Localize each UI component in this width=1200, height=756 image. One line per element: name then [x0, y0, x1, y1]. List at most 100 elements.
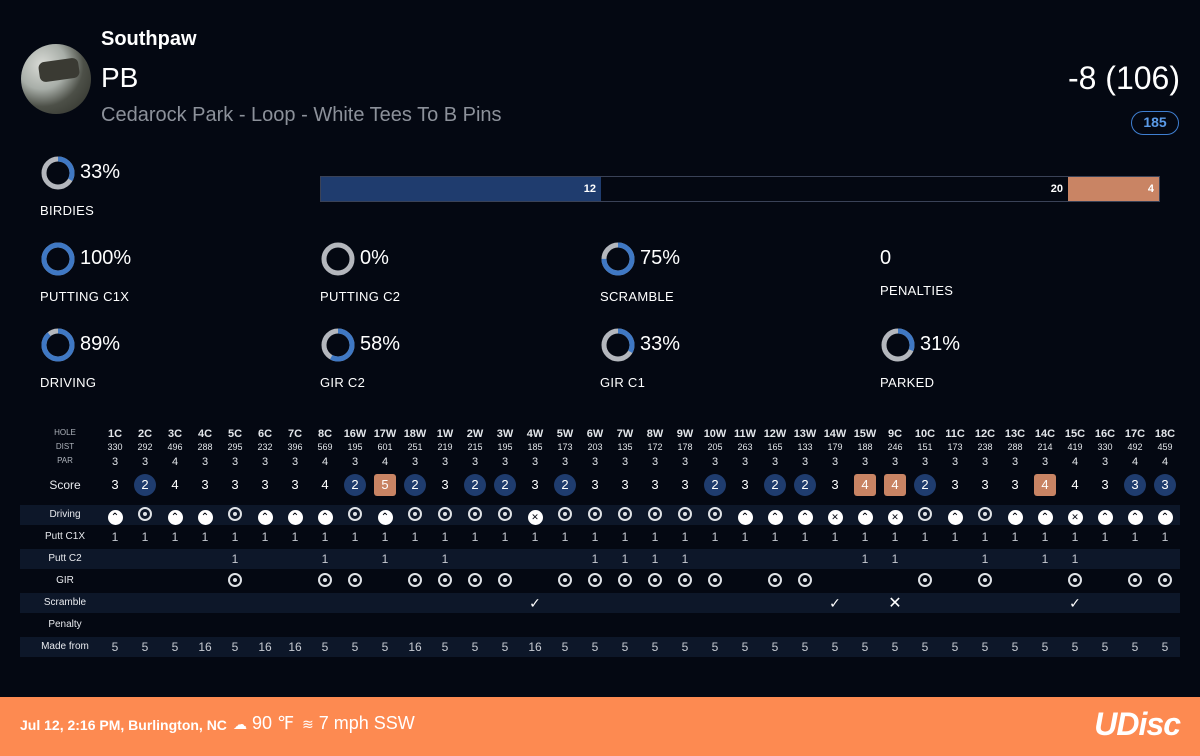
holes-cell[interactable]: 17C [1124, 428, 1146, 440]
par-cell: 4 [1071, 456, 1079, 468]
score-cell[interactable]: 3 [220, 474, 250, 496]
holes-cell[interactable]: 6C [257, 428, 273, 440]
holes-cell[interactable]: 3W [496, 428, 514, 440]
holes-cell[interactable]: 14C [1034, 428, 1056, 440]
holes-cell[interactable]: 11W [733, 428, 756, 440]
holes-cell[interactable]: 9C [887, 428, 903, 440]
score-cell[interactable]: 3 [1150, 474, 1180, 496]
target-icon [438, 573, 452, 587]
holes-cell[interactable]: 18W [403, 428, 427, 440]
holes-cell[interactable]: 10C [914, 428, 936, 440]
score-cell[interactable]: 5 [370, 474, 400, 496]
holes-cell[interactable]: 2W [466, 428, 484, 440]
score-cell[interactable]: 3 [730, 474, 760, 496]
fairway-up-icon: ⌃ [257, 510, 273, 525]
score-cell[interactable]: 3 [670, 474, 700, 496]
holes-cell[interactable]: 9W [676, 428, 694, 440]
score-cell[interactable]: 3 [280, 474, 310, 496]
score-cell[interactable]: 3 [820, 474, 850, 496]
score-cell[interactable]: 4 [1030, 474, 1060, 496]
holes-cell[interactable]: 16W [343, 428, 367, 440]
holes-cell[interactable]: 1C [107, 428, 123, 440]
score-cell[interactable]: 2 [550, 474, 580, 496]
holes-cell[interactable]: 15C [1064, 428, 1086, 440]
score-cell[interactable]: 3 [640, 474, 670, 496]
player-avatar[interactable] [21, 44, 91, 114]
score-cell[interactable]: 2 [790, 474, 820, 496]
score-cell[interactable]: 2 [460, 474, 490, 496]
score-value: 3 [1124, 474, 1146, 496]
score-cell[interactable]: 2 [400, 474, 430, 496]
holes-cell[interactable]: 15W [853, 428, 877, 440]
holes-cell[interactable]: 8C [317, 428, 333, 440]
score-cell[interactable]: 2 [910, 474, 940, 496]
holes-cell[interactable]: 4W [526, 428, 544, 440]
putt-c1x-cell: 1 [801, 530, 809, 544]
driving-cell: ✕ [820, 507, 850, 525]
holes-cell[interactable]: 13C [1004, 428, 1026, 440]
score-cell[interactable]: 2 [760, 474, 790, 496]
holes-cell[interactable]: 4C [197, 428, 213, 440]
gir-cell [910, 573, 940, 592]
udisc-logo[interactable]: UDisc [1094, 706, 1181, 742]
score-cell[interactable]: 3 [520, 474, 550, 496]
fairway-up-icon: ⌃ [1157, 510, 1173, 525]
dist-cell: 295 [227, 442, 243, 452]
holes-cell[interactable]: 5W [556, 428, 574, 440]
gir-cell [1150, 573, 1180, 592]
score-cell[interactable]: 3 [610, 474, 640, 496]
holes-cell[interactable]: 11C [945, 428, 965, 440]
par-cell: 3 [441, 456, 449, 468]
holes-cell[interactable]: 13W [793, 428, 817, 440]
holes-cell[interactable]: 18C [1154, 428, 1176, 440]
driving-cell [460, 507, 490, 526]
score-cell[interactable]: 3 [1000, 474, 1030, 496]
holes-cell[interactable]: 1W [436, 428, 454, 440]
holes-cell[interactable]: 7C [287, 428, 303, 440]
holes-cell[interactable]: 14W [823, 428, 847, 440]
course-name[interactable]: Cedarock Park - Loop - White Tees To B P… [101, 104, 502, 126]
par-cell: 3 [681, 456, 689, 468]
holes-cell[interactable]: 12W [763, 428, 787, 440]
score-cell[interactable]: 3 [940, 474, 970, 496]
holes-cell[interactable]: 5C [227, 428, 243, 440]
score-cell[interactable]: 3 [1120, 474, 1150, 496]
holes-cell[interactable]: 2C [137, 428, 153, 440]
putt-c1x-cell: 1 [321, 530, 329, 544]
putting-c1x-pct: 100% [80, 247, 132, 269]
score-cell[interactable]: 3 [190, 474, 220, 496]
round-rating-badge[interactable]: 185 [1131, 111, 1179, 135]
holes-cell[interactable]: 12C [974, 428, 996, 440]
target-icon [408, 507, 422, 521]
score-cell[interactable]: 3 [1090, 474, 1120, 496]
score-cell[interactable]: 4 [1060, 474, 1090, 496]
holes-cell[interactable]: 8W [646, 428, 664, 440]
player-name[interactable]: Southpaw [101, 28, 197, 50]
driving-cell [340, 507, 370, 526]
holes-cell[interactable]: 10W [703, 428, 727, 440]
score-cell[interactable]: 2 [130, 474, 160, 496]
score-cell[interactable]: 2 [340, 474, 370, 496]
scramble-row: Scramble ✓ ✓ ✕ ✓ [20, 593, 1180, 613]
score-cell[interactable]: 4 [160, 474, 190, 496]
score-value: 2 [794, 474, 816, 496]
score-cell[interactable]: 4 [310, 474, 340, 496]
holes-cell[interactable]: 6W [586, 428, 604, 440]
score-cell[interactable]: 2 [490, 474, 520, 496]
holes-cell[interactable]: 17W [373, 428, 397, 440]
birdie-segment: 12 [321, 177, 601, 201]
score-cell[interactable]: 4 [850, 474, 880, 496]
driving-cell: ✕ [520, 507, 550, 525]
score-cell[interactable]: 3 [100, 474, 130, 496]
holes-cell[interactable]: 7W [616, 428, 634, 440]
dist-cell: 133 [797, 442, 813, 452]
score-cell[interactable]: 3 [250, 474, 280, 496]
score-cell[interactable]: 3 [970, 474, 1000, 496]
score-cell[interactable]: 2 [700, 474, 730, 496]
score-cell[interactable]: 3 [430, 474, 460, 496]
score-cell[interactable]: 3 [580, 474, 610, 496]
score-cell[interactable]: 4 [880, 474, 910, 496]
holes-cell[interactable]: 16C [1094, 428, 1116, 440]
holes-cell[interactable]: 3C [167, 428, 183, 440]
driving-cell: ✕ [1060, 507, 1090, 525]
